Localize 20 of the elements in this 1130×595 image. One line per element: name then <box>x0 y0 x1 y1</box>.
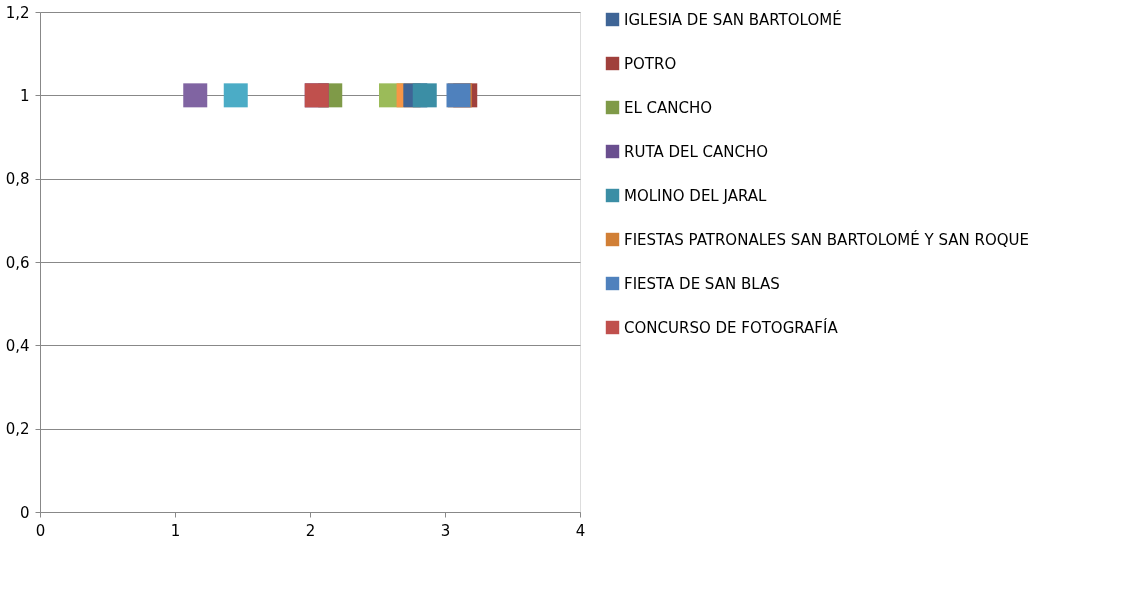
y-tick-label: 1 <box>19 86 30 105</box>
y-tick-label: 0,4 <box>5 336 30 355</box>
x-tick-label: 1 <box>170 521 181 540</box>
legend-label: EL CANCHO <box>624 98 713 117</box>
legend-label: MOLINO DEL JARAL <box>624 186 767 205</box>
legend-label: POTRO <box>624 54 677 73</box>
x-tick-label: 3 <box>440 521 451 540</box>
y-tick-label: 0,8 <box>5 170 30 189</box>
x-tick-label: 0 <box>35 521 46 540</box>
y-tick-label: 0,2 <box>5 420 30 439</box>
y-tick-label: 0,6 <box>5 253 30 272</box>
y-tick-label: 0 <box>19 503 30 522</box>
legend-label: FIESTA DE SAN BLAS <box>624 274 780 293</box>
x-tick-label: 2 <box>305 521 316 540</box>
legend-label: IGLESIA DE SAN BARTOLOMÉ <box>624 9 842 29</box>
y-tick-label: 1,2 <box>5 3 30 22</box>
legend-label: RUTA DEL CANCHO <box>624 142 769 161</box>
legend-label: CONCURSO DE FOTOGRAFÍA <box>624 317 839 337</box>
legend-label: FIESTAS PATRONALES SAN BARTOLOMÉ Y SAN ROQUE <box>624 229 1029 249</box>
x-tick-label: 4 <box>575 521 586 540</box>
